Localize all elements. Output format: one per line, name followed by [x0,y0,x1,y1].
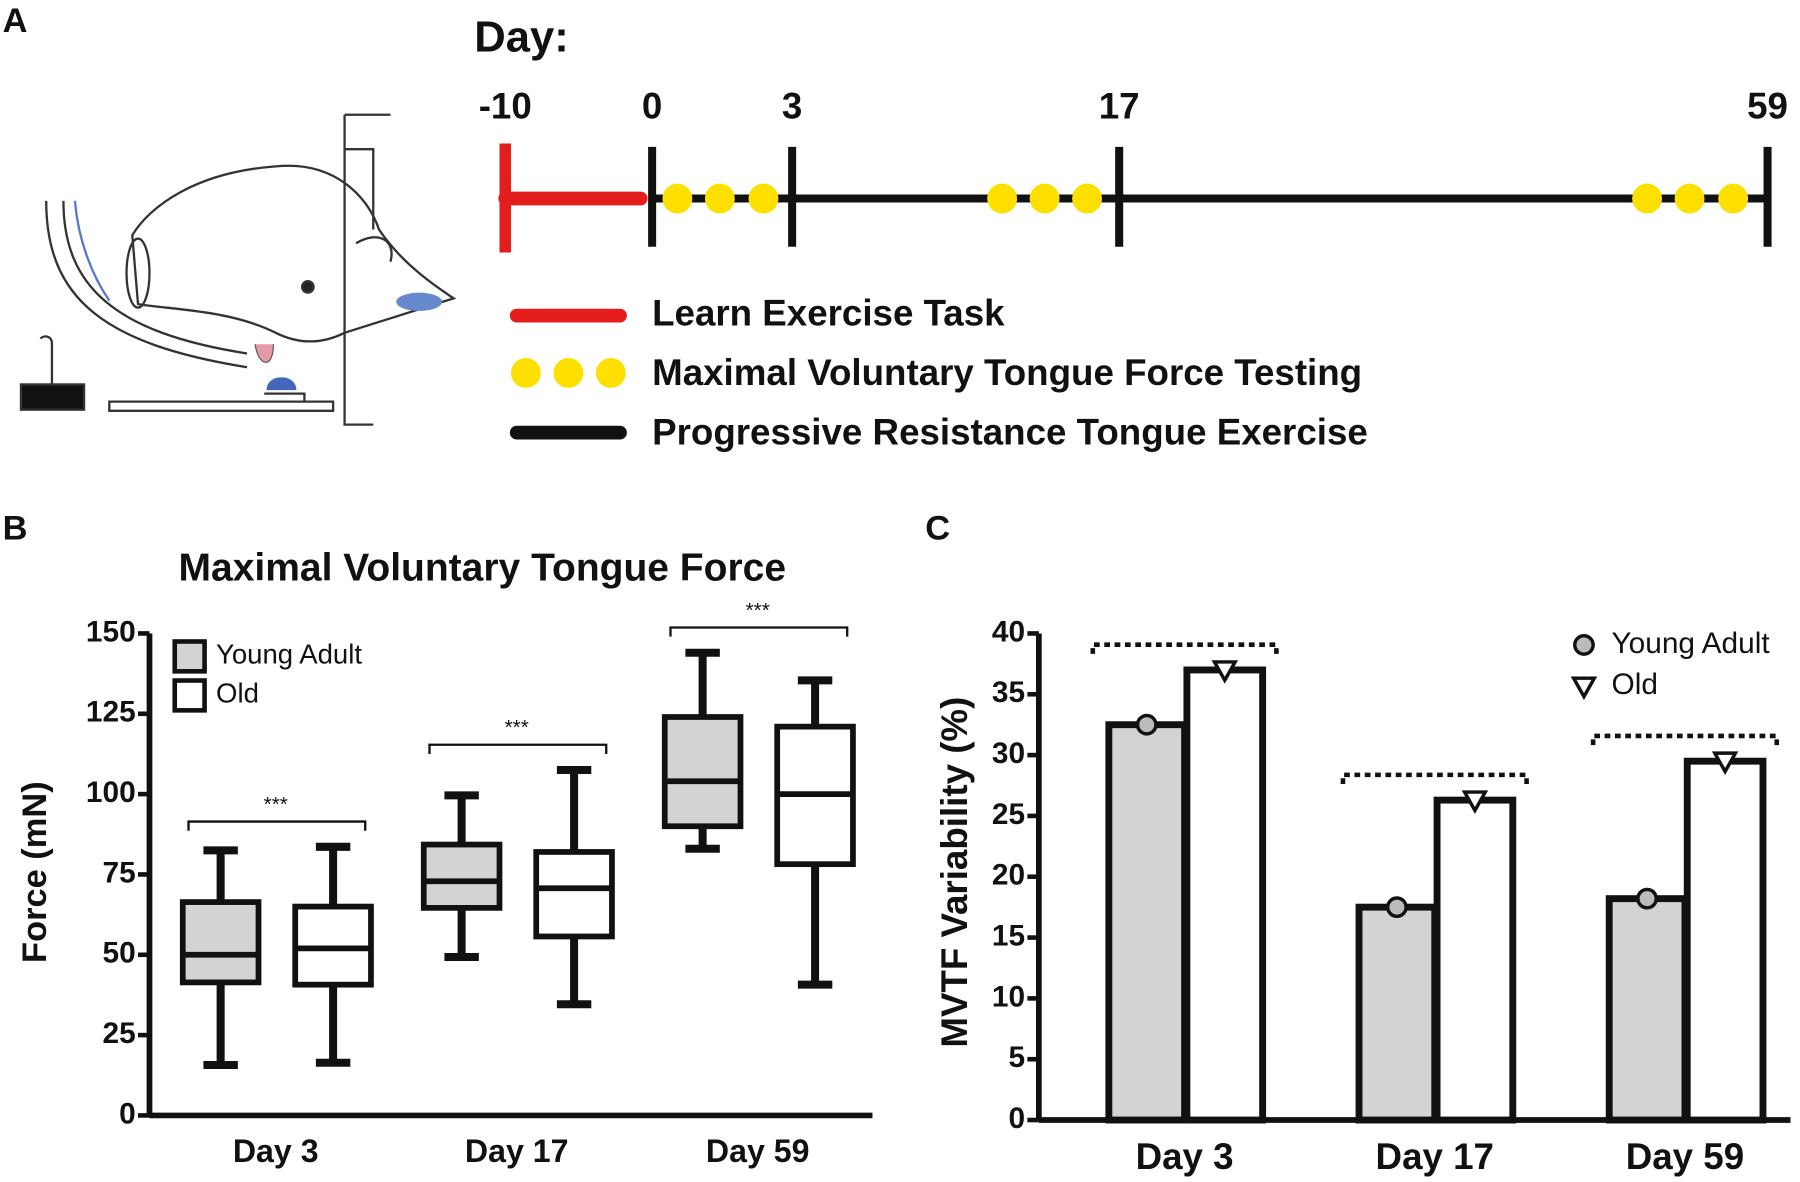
y-tick-label: 35 [992,676,1025,709]
legend-label: Learn Exercise Task [652,292,1005,333]
testing-dot [1718,183,1749,214]
significance-label: *** [746,599,770,622]
y-tick-label: 25 [992,798,1025,831]
tongue-target [396,292,443,311]
y-tick-label: 10 [992,980,1025,1013]
panel-label: A [3,2,28,40]
x-tick-label: Day 59 [1626,1136,1744,1177]
bar [1105,721,1189,1124]
marker [1135,713,1158,736]
marker [1211,660,1239,684]
y-tick-label: 0 [119,1097,136,1130]
legend-label: Young Adult [216,639,362,670]
y-tick-label: 5 [1008,1041,1025,1074]
significance-bracket [1590,733,1780,746]
marker [1573,634,1595,656]
legend-label: Maximal Voluntary Tongue Force Testing [652,352,1362,393]
y-axis-label: Force (mN) [16,781,54,963]
y-tick-label: 50 [103,937,136,970]
significance-bracket [1340,772,1529,785]
legend-label: Old [1611,668,1657,701]
significance-bracket [428,743,608,754]
airflow-arrow [73,200,111,302]
timeline-title: Day: [474,14,569,62]
sensor [266,377,297,391]
panel-label: B [3,509,28,547]
significance-label: *** [264,793,288,816]
legend-swatch [510,358,626,388]
panel-label: C [925,509,950,547]
bar [1183,666,1267,1124]
box [533,849,615,940]
testing-dot [1632,183,1662,214]
marker [1385,896,1408,919]
y-axis-label: MVTF Variability (%) [934,697,975,1048]
y-tick-label: 125 [86,696,136,729]
marker [1711,751,1739,776]
bar [1605,895,1689,1124]
testing-dot [662,183,693,214]
y-tick-label: 100 [86,776,136,809]
significance-bracket [187,820,367,831]
box [179,899,262,986]
day-label: 59 [1747,86,1788,127]
testing-dot [987,183,1018,214]
box [420,841,503,911]
testing-dot [1029,183,1060,214]
x-tick-label: Day 17 [1376,1136,1494,1177]
legend-label: Young Adult [1611,627,1770,660]
y-tick-label: 30 [992,737,1025,770]
significance-bracket [1090,642,1279,654]
day-label: 0 [642,86,662,127]
x-tick-label: Day 3 [233,1133,319,1169]
testing-dot [748,183,779,214]
testing-dot [1072,183,1102,214]
day-label: 17 [1099,86,1140,127]
y-tick-label: 20 [992,859,1025,892]
bar [1683,757,1767,1124]
legend-swatch [172,678,207,713]
y-tick-label: 15 [992,919,1025,952]
mouse-illustration [19,113,457,426]
x-tick-label: Day 3 [1136,1136,1234,1177]
day-label: 3 [782,86,802,127]
y-tick-label: 25 [103,1017,136,1050]
y-tick-label: 75 [103,856,136,889]
bar [1433,796,1517,1124]
marker [1461,790,1489,814]
day-label: -10 [479,86,532,127]
significance-bracket [669,626,849,637]
x-tick-label: Day 59 [706,1133,810,1169]
chart-title: Maximal Voluntary Tongue Force [179,547,786,590]
testing-dot [704,183,735,214]
box [661,714,744,830]
bar [1355,903,1439,1124]
marker [1570,676,1598,701]
y-tick-label: 150 [86,615,136,648]
y-tick-label: 0 [1008,1102,1025,1135]
x-tick-label: Day 17 [465,1133,569,1169]
legend-label: Old [216,678,259,709]
legend-label: Progressive Resistance Tongue Exercise [652,412,1368,453]
y-tick-label: 40 [992,615,1025,648]
testing-dot [1674,183,1705,214]
significance-label: *** [505,716,529,739]
legend-swatch [172,639,207,674]
tongue [254,344,274,363]
marker [1636,887,1658,910]
